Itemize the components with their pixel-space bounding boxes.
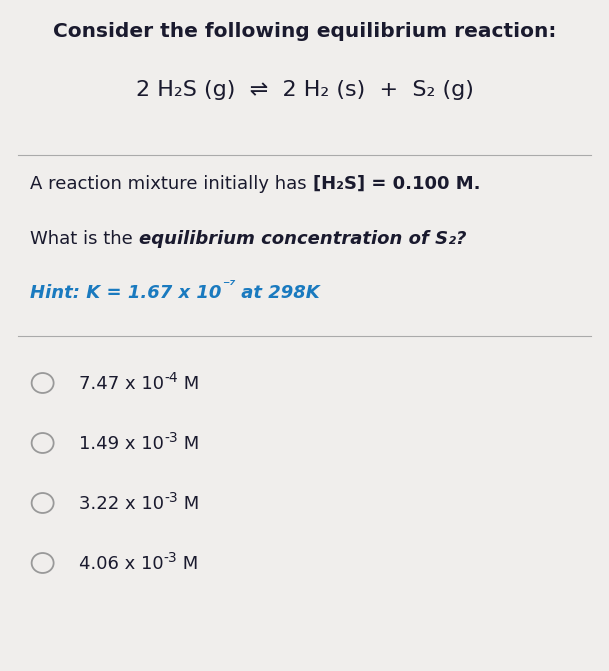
Text: -3: -3 <box>164 491 178 505</box>
Text: 3.22 x 10: 3.22 x 10 <box>79 495 164 513</box>
Text: M: M <box>178 435 199 453</box>
Text: -3: -3 <box>164 431 178 445</box>
Text: ⁻⁷: ⁻⁷ <box>222 279 235 293</box>
Text: -3: -3 <box>164 551 177 565</box>
Text: Consider the following equilibrium reaction:: Consider the following equilibrium react… <box>53 22 556 41</box>
Text: 7.47 x 10: 7.47 x 10 <box>79 375 164 393</box>
Text: 4.06 x 10: 4.06 x 10 <box>79 555 164 573</box>
Text: 1.49 x 10: 1.49 x 10 <box>79 435 164 453</box>
Text: equilibrium concentration of S₂?: equilibrium concentration of S₂? <box>139 230 466 248</box>
Text: M: M <box>178 495 199 513</box>
Text: 2 H₂S (g)  ⇌  2 H₂ (s)  +  S₂ (g): 2 H₂S (g) ⇌ 2 H₂ (s) + S₂ (g) <box>136 80 473 100</box>
Text: M: M <box>178 375 199 393</box>
Text: Hint: K = 1.67 x 10: Hint: K = 1.67 x 10 <box>30 284 222 302</box>
Text: What is the: What is the <box>30 230 139 248</box>
Text: A reaction mixture initially has: A reaction mixture initially has <box>30 175 313 193</box>
Text: at 298K: at 298K <box>235 284 320 302</box>
Text: [H₂S] = 0.100 M.: [H₂S] = 0.100 M. <box>313 175 481 193</box>
Text: -4: -4 <box>164 371 178 385</box>
Text: M: M <box>177 555 199 573</box>
